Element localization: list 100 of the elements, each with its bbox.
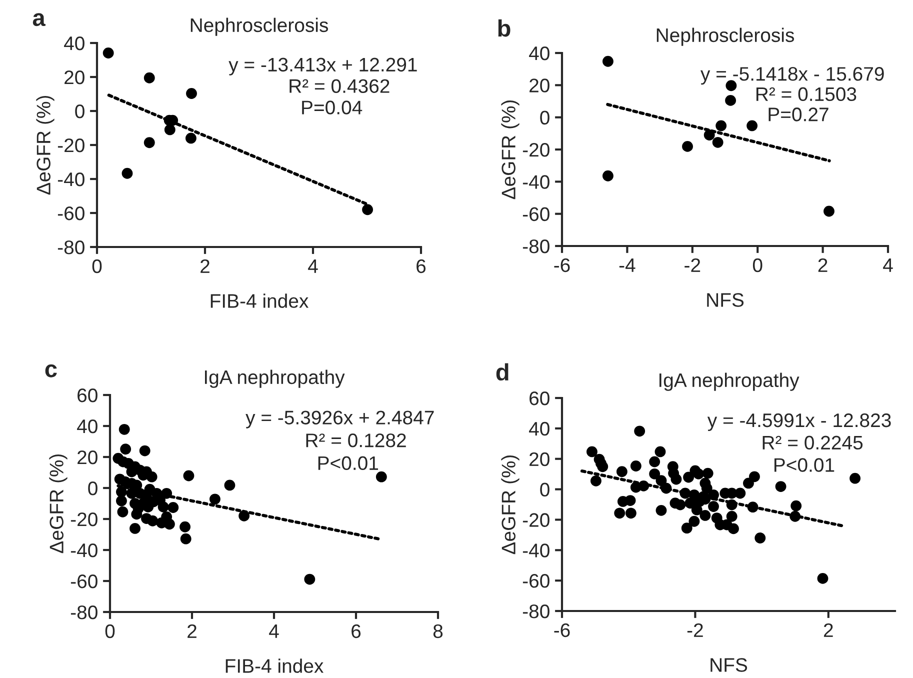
annotation: P=0.27 <box>768 108 828 122</box>
x-axis-title: FIB-4 index <box>226 658 324 673</box>
point <box>130 522 140 534</box>
x-axis-title: NFS <box>710 658 748 672</box>
point <box>158 501 169 512</box>
point <box>824 206 834 217</box>
point <box>185 132 196 144</box>
point <box>712 136 724 148</box>
point <box>122 168 133 179</box>
point <box>120 444 132 455</box>
annotation: y = -4.5991x - 12.823 <box>707 413 891 432</box>
chart-title: IgA nephropathy <box>204 370 345 388</box>
y-tick-label: -40 <box>70 543 98 558</box>
y-tick-label: -60 <box>522 207 550 222</box>
y-tick-label: 60 <box>78 388 98 402</box>
y-tick-label: 40 <box>77 419 98 434</box>
annotation: P<0.01 <box>774 458 834 472</box>
y-tick-label: -20 <box>522 513 550 527</box>
y-axis-title: ΔeGFR (%) <box>49 454 68 554</box>
x-tick-label: 6 <box>416 259 426 274</box>
y-tick-label: -20 <box>58 138 84 152</box>
point <box>186 88 197 99</box>
annotation: R² = 0.2245 <box>762 436 863 450</box>
point <box>116 495 127 506</box>
y-tick-label: -40 <box>58 172 84 186</box>
point <box>146 471 158 482</box>
x-tick-label: 8 <box>433 624 443 638</box>
y-tick-label: 20 <box>78 450 98 464</box>
point <box>144 72 155 84</box>
x-tick-label: 0 <box>105 624 115 638</box>
text: b <box>498 19 510 37</box>
annotation: y = -5.1418x - 15.679 <box>700 67 884 85</box>
x-tick-label: 4 <box>269 624 279 638</box>
point <box>168 502 179 513</box>
y-tick-label: -40 <box>522 544 550 558</box>
point <box>209 494 220 505</box>
x-tick-label: 6 <box>352 624 361 638</box>
annotation: R² = 0.4362 <box>290 79 390 93</box>
point <box>144 137 155 148</box>
point <box>238 510 250 522</box>
y-axis-title: ΔeGFR (%) <box>501 100 520 200</box>
point <box>725 94 736 106</box>
annotation: y = -13.413x + 12.291 <box>228 58 417 76</box>
text: c <box>45 364 57 378</box>
y-tick-label: -80 <box>522 239 550 254</box>
y-tick-label: 60 <box>530 391 550 406</box>
annotation: y = -5.3926x + 2.4847 <box>246 410 434 428</box>
point <box>224 480 236 491</box>
y-tick-label: 40 <box>529 422 550 436</box>
point <box>602 56 614 67</box>
y-tick-label: -20 <box>70 512 98 526</box>
point <box>746 120 758 132</box>
y-tick-label: 20 <box>530 452 550 466</box>
annotation: R² = 0.1503 <box>756 87 856 102</box>
point <box>131 508 142 520</box>
point <box>304 574 316 585</box>
y-tick-label: -60 <box>522 574 550 588</box>
x-tick-label: -2 <box>684 258 700 272</box>
x-tick-label: -4 <box>619 258 636 272</box>
y-tick-label: -40 <box>522 175 550 189</box>
x-tick-label: 2 <box>200 259 210 273</box>
y-tick-label: 40 <box>64 36 84 50</box>
y-axis-title: ΔeGFR (%) <box>36 96 54 195</box>
point <box>164 124 176 136</box>
y-tick-label: -60 <box>70 574 98 588</box>
x-tick-label: -6 <box>554 623 570 638</box>
y-tick-label: 40 <box>529 46 550 60</box>
point <box>180 521 190 532</box>
point <box>118 424 130 435</box>
annotation: P<0.01 <box>318 456 378 470</box>
y-tick-label: 0 <box>540 110 550 125</box>
chart-title: Nephrosclerosis <box>656 28 794 46</box>
point <box>704 130 715 140</box>
x-axis-title: FIB-4 index <box>210 294 309 308</box>
y-tick-label: 0 <box>540 482 550 497</box>
y-tick-label: -80 <box>70 605 98 620</box>
point <box>716 120 727 132</box>
x-tick-label: 2 <box>818 258 828 272</box>
point <box>183 470 194 482</box>
point <box>117 506 128 518</box>
point <box>102 48 114 58</box>
chart-title: IgA nephropathy <box>659 372 800 391</box>
annotation: R² = 0.1282 <box>306 433 406 448</box>
annotation: P=0.04 <box>302 100 362 114</box>
point <box>726 80 737 92</box>
x-tick-label: 2 <box>824 623 833 637</box>
point <box>147 515 158 526</box>
x-tick-label: 2 <box>188 624 196 638</box>
y-tick-label: 20 <box>530 78 550 92</box>
y-tick-label: 0 <box>88 481 98 496</box>
x-tick-label: -6 <box>554 258 570 272</box>
text: d <box>496 363 508 381</box>
y-tick-label: -20 <box>522 142 550 157</box>
y-tick-label: -60 <box>58 206 84 220</box>
point <box>161 488 172 499</box>
point <box>376 471 387 482</box>
x-tick-label: -2 <box>687 623 703 637</box>
x-tick-label: 0 <box>752 258 762 272</box>
y-tick-label: 20 <box>64 70 84 84</box>
chart-title: Nephrosclerosis <box>190 18 328 36</box>
